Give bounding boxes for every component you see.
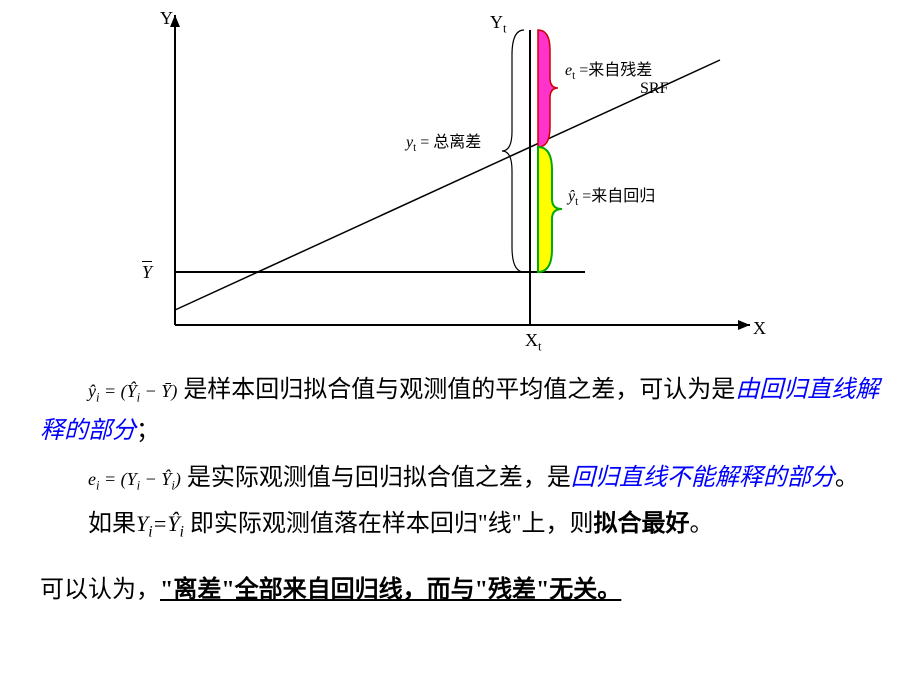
- xt-label: Xt: [525, 330, 542, 355]
- paragraph-2: ei = (Yi − Ŷi) 是实际观测值与回归拟合值之差，是回归直线不能解释的…: [40, 458, 900, 499]
- formula-equal: Yi=Ŷi: [136, 511, 184, 536]
- regression-diagram: Y X Y SRF Xt Yt et =来自残差 ŷt =来自回归 yt = 总…: [100, 0, 780, 360]
- bold-underline-text: "离差"全部来自回归线，而与"残差"无关。: [160, 577, 621, 603]
- ybar-label: Y: [142, 262, 152, 283]
- y-axis-label: Y: [160, 8, 173, 29]
- srf-label: SRF: [640, 80, 668, 98]
- bold-text-1: 拟合最好: [594, 511, 690, 537]
- total-deviation-label: yt = 总离差: [406, 128, 481, 154]
- paragraph-4: 可以认为，"离差"全部来自回归线，而与"残差"无关。: [40, 570, 900, 611]
- paragraph-1: ŷi = (Ŷi − Ȳ) 是样本回归拟合值与观测值的平均值之差，可认为是由回归…: [40, 370, 900, 452]
- diagram-svg: [100, 0, 780, 360]
- residual-label: et =来自残差: [565, 56, 652, 82]
- yt-top-label: Yt: [490, 12, 507, 37]
- formula-e: ei = (Yi − Ŷi): [88, 469, 181, 489]
- x-axis-label: X: [753, 318, 766, 339]
- formula-yhat: ŷi = (Ŷi − Ȳ): [88, 381, 177, 401]
- regression-label: ŷt =来自回归: [568, 182, 655, 208]
- explanation-text: ŷi = (Ŷi − Ȳ) 是样本回归拟合值与观测值的平均值之差，可认为是由回归…: [40, 370, 900, 635]
- blue-text-2: 回归直线不能解释的部分: [571, 465, 835, 491]
- paragraph-3: 如果Yi=Ŷi 即实际观测值落在样本回归"线"上，则拟合最好。: [40, 504, 900, 546]
